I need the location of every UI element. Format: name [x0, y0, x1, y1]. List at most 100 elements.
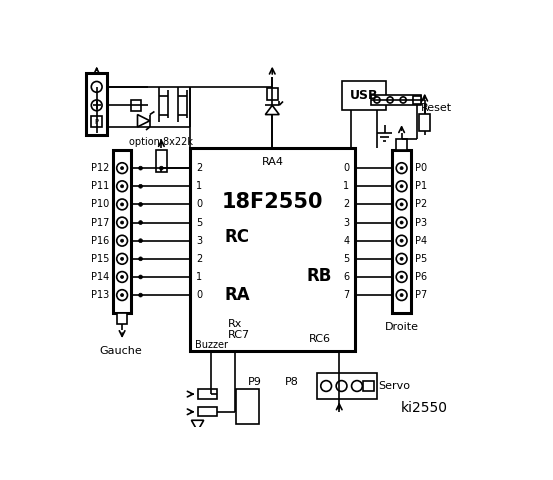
Circle shape — [400, 239, 403, 242]
Text: RC6: RC6 — [309, 335, 331, 345]
Circle shape — [121, 185, 124, 188]
Bar — [267, 88, 278, 100]
Circle shape — [139, 166, 143, 170]
Text: P14: P14 — [91, 272, 109, 282]
Circle shape — [400, 97, 406, 103]
Circle shape — [396, 272, 407, 282]
Text: P11: P11 — [91, 181, 109, 191]
Text: 3: 3 — [343, 217, 349, 228]
Text: 18F2550: 18F2550 — [222, 192, 324, 212]
Text: 3: 3 — [196, 236, 202, 246]
Text: Servo: Servo — [378, 381, 410, 391]
Text: P: P — [95, 119, 99, 124]
Text: P8: P8 — [285, 377, 299, 387]
Bar — [131, 100, 142, 111]
Circle shape — [400, 257, 403, 260]
Text: 7: 7 — [343, 290, 349, 300]
Text: 1: 1 — [196, 181, 202, 191]
Circle shape — [400, 276, 403, 278]
Circle shape — [321, 381, 332, 391]
Text: P13: P13 — [91, 290, 109, 300]
Circle shape — [396, 217, 407, 228]
Text: RC7: RC7 — [228, 330, 251, 340]
Bar — [236, 389, 259, 424]
Circle shape — [117, 253, 128, 264]
Circle shape — [121, 221, 124, 224]
Text: 4: 4 — [343, 236, 349, 246]
Circle shape — [91, 82, 102, 92]
Circle shape — [159, 166, 163, 170]
Circle shape — [117, 181, 128, 192]
Text: Droite: Droite — [384, 322, 419, 332]
Bar — [371, 95, 421, 105]
Bar — [156, 150, 167, 171]
Text: P5: P5 — [415, 254, 427, 264]
Text: P0: P0 — [415, 163, 427, 173]
Bar — [197, 407, 217, 417]
Text: RA4: RA4 — [262, 157, 284, 168]
Circle shape — [121, 276, 124, 278]
Bar — [197, 389, 217, 399]
Circle shape — [117, 163, 128, 174]
Bar — [91, 116, 102, 127]
Circle shape — [400, 221, 403, 224]
Bar — [419, 114, 430, 131]
Bar — [317, 372, 377, 399]
Circle shape — [336, 381, 347, 391]
Text: RC: RC — [225, 228, 249, 246]
Circle shape — [413, 97, 419, 103]
Circle shape — [117, 199, 128, 210]
Circle shape — [396, 290, 407, 300]
Text: Rx: Rx — [228, 319, 243, 329]
Bar — [396, 139, 407, 150]
Text: USB: USB — [349, 89, 378, 102]
Circle shape — [396, 163, 407, 174]
Bar — [117, 313, 128, 324]
Bar — [86, 73, 107, 134]
Circle shape — [400, 203, 403, 206]
Text: 6: 6 — [343, 272, 349, 282]
Text: 1: 1 — [196, 272, 202, 282]
Text: RA: RA — [225, 286, 250, 304]
Circle shape — [139, 239, 143, 242]
Bar — [190, 148, 356, 351]
Bar — [393, 150, 411, 313]
Circle shape — [139, 257, 143, 261]
Text: 0: 0 — [343, 163, 349, 173]
Text: Gauche: Gauche — [99, 346, 142, 356]
Circle shape — [117, 217, 128, 228]
Circle shape — [121, 257, 124, 260]
Text: Reset: Reset — [421, 103, 452, 113]
Circle shape — [117, 272, 128, 282]
Bar — [113, 150, 132, 313]
Text: P9: P9 — [248, 377, 262, 387]
Bar — [342, 81, 386, 110]
Circle shape — [139, 275, 143, 279]
Circle shape — [400, 294, 403, 297]
Text: 2: 2 — [196, 163, 202, 173]
Circle shape — [139, 184, 143, 188]
Circle shape — [396, 253, 407, 264]
Circle shape — [139, 293, 143, 297]
Circle shape — [121, 294, 124, 297]
Circle shape — [374, 97, 380, 103]
Bar — [363, 381, 374, 391]
Text: 1: 1 — [343, 181, 349, 191]
Text: P2: P2 — [415, 199, 427, 209]
Circle shape — [387, 97, 393, 103]
Circle shape — [396, 199, 407, 210]
Text: option 8x22k: option 8x22k — [129, 137, 194, 147]
Text: ki2550: ki2550 — [401, 401, 448, 415]
Text: 0: 0 — [196, 199, 202, 209]
Circle shape — [121, 167, 124, 169]
Circle shape — [139, 203, 143, 206]
Circle shape — [352, 381, 362, 391]
Text: P1: P1 — [415, 181, 427, 191]
Circle shape — [396, 235, 407, 246]
Text: P4: P4 — [415, 236, 427, 246]
Bar — [413, 96, 421, 104]
Text: 5: 5 — [196, 217, 202, 228]
Text: P7: P7 — [415, 290, 427, 300]
Text: 0: 0 — [196, 290, 202, 300]
Text: P3: P3 — [415, 217, 427, 228]
